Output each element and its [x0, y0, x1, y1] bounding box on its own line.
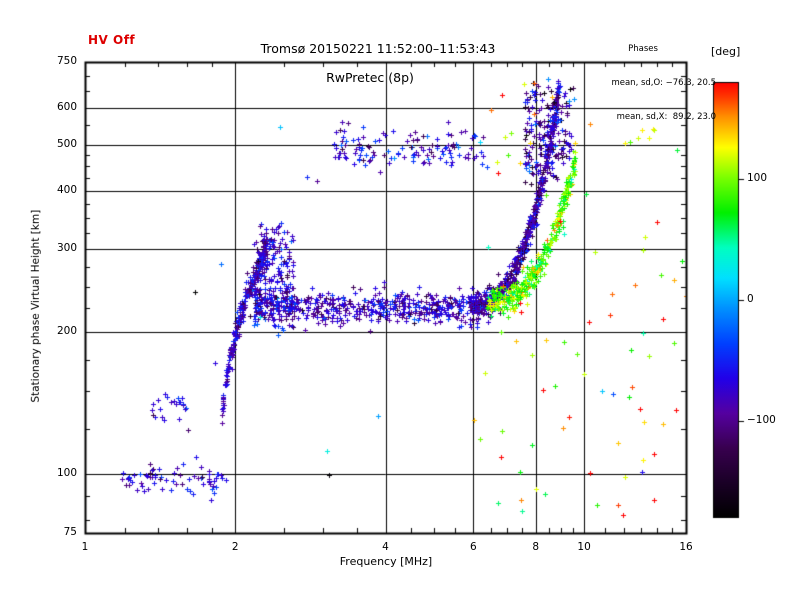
y-tick-label: 300 [56, 242, 77, 255]
hv-off-label: HV Off [88, 33, 136, 47]
phase-stats-x-mode: mean, sd,X: 89.2, 23.0 [616, 111, 716, 122]
x-tick-label: 4 [382, 541, 389, 553]
phase-stats-o-mode: mean, sd,O: −76.3, 20.5 [611, 78, 716, 89]
y-tick-label: 75 [63, 526, 77, 538]
x-tick-label: 16 [679, 541, 693, 553]
title-line-1: Tromsø 20150221 11:52:00–11:53:43 [260, 40, 496, 56]
colorbar-tick-label: 0 [747, 293, 754, 305]
phase-statistics-block: Phases mean, sd,O: −76.3, 20.5 mean, sd,… [592, 22, 716, 145]
x-tick-label: 2 [231, 541, 239, 553]
colorbar-tick-label: 100 [747, 171, 768, 184]
y-axis-label: Stationary phase Virtual Height [km] [29, 209, 42, 403]
plot-title: Tromsø 20150221 11:52:00–11:53:43 RwPret… [150, 27, 590, 116]
y-tick-label: 100 [56, 467, 77, 480]
x-axis-label: Frequency [MHz] [339, 555, 433, 568]
y-tick-label: 600 [56, 100, 77, 113]
phase-stats-heading: Phases [628, 44, 658, 55]
y-tick-label: 750 [56, 55, 77, 67]
x-tick-label: 1 [81, 541, 89, 553]
y-tick-label: 200 [56, 325, 77, 338]
title-line-2: RwPretec (8p) [326, 70, 414, 86]
y-tick-label: 500 [56, 137, 77, 150]
y-tick-label: 400 [56, 183, 77, 196]
x-tick-label: 10 [577, 541, 591, 553]
colorbar-tick-label: −100 [747, 414, 776, 427]
x-tick-label: 8 [532, 541, 540, 553]
x-tick-label: 6 [470, 541, 477, 553]
colorbar-unit-label: [deg] [711, 45, 741, 58]
